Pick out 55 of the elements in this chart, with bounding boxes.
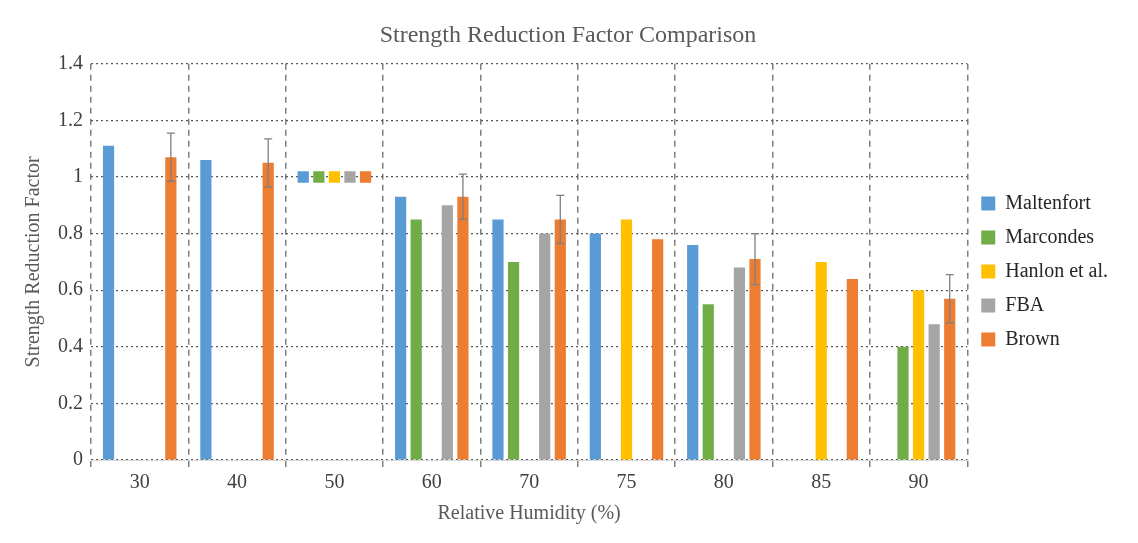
bar (395, 196, 407, 460)
bar (313, 171, 325, 183)
bar (589, 233, 601, 460)
x-tick-label: 80 (713, 470, 734, 493)
x-tick-label: 85 (811, 470, 832, 493)
bar (554, 219, 566, 460)
legend-label: Marcondes (1005, 224, 1095, 247)
y-tick-label: 1.2 (58, 107, 83, 130)
x-tick-label: 90 (908, 470, 929, 493)
bar (620, 219, 633, 460)
bar (733, 267, 746, 460)
y-tick-label: 0.2 (58, 390, 83, 413)
y-axis-title: Strength Reduction Factor (21, 156, 45, 368)
x-tick-label: 40 (227, 470, 248, 493)
bar (410, 219, 422, 460)
bar (846, 278, 858, 460)
bar (359, 171, 372, 183)
x-tick-label: 75 (616, 470, 637, 493)
bar (344, 171, 356, 183)
bar (328, 171, 341, 183)
bar (539, 233, 551, 460)
legend-label: Brown (1005, 326, 1060, 349)
bar (912, 290, 925, 460)
bar (441, 205, 453, 460)
bar (815, 261, 827, 460)
x-tick-label: 70 (519, 470, 540, 493)
x-tick-label: 30 (129, 470, 150, 493)
bar (897, 346, 909, 460)
bar (749, 259, 761, 460)
bar (262, 162, 274, 460)
bar (702, 304, 714, 460)
bar (457, 196, 469, 460)
bar (102, 145, 115, 460)
bar (928, 324, 940, 460)
bar (687, 244, 699, 460)
bar (165, 157, 177, 460)
y-tick-label: 0.6 (58, 277, 83, 300)
x-tick-label: 60 (421, 470, 442, 493)
legend-label: Hanlon et al. (1005, 258, 1109, 281)
bar (492, 219, 504, 460)
y-tick-label: 1 (73, 164, 83, 187)
bar (652, 239, 664, 460)
bar (297, 171, 309, 183)
legend-label: Maltenfort (1005, 190, 1092, 213)
y-tick-label: 0.8 (58, 220, 83, 243)
bar (200, 160, 212, 460)
y-tick-label: 0.4 (58, 334, 83, 357)
x-axis-title: Relative Humidity (%) (437, 501, 621, 525)
legend-label: FBA (1005, 292, 1045, 315)
y-tick-label: 0 (73, 447, 83, 470)
chart-title: Strength Reduction Factor Comparison (379, 20, 757, 47)
y-tick-label: 1.4 (58, 51, 83, 74)
x-tick-label: 50 (324, 470, 345, 493)
bar (944, 298, 956, 460)
bar (507, 261, 520, 460)
